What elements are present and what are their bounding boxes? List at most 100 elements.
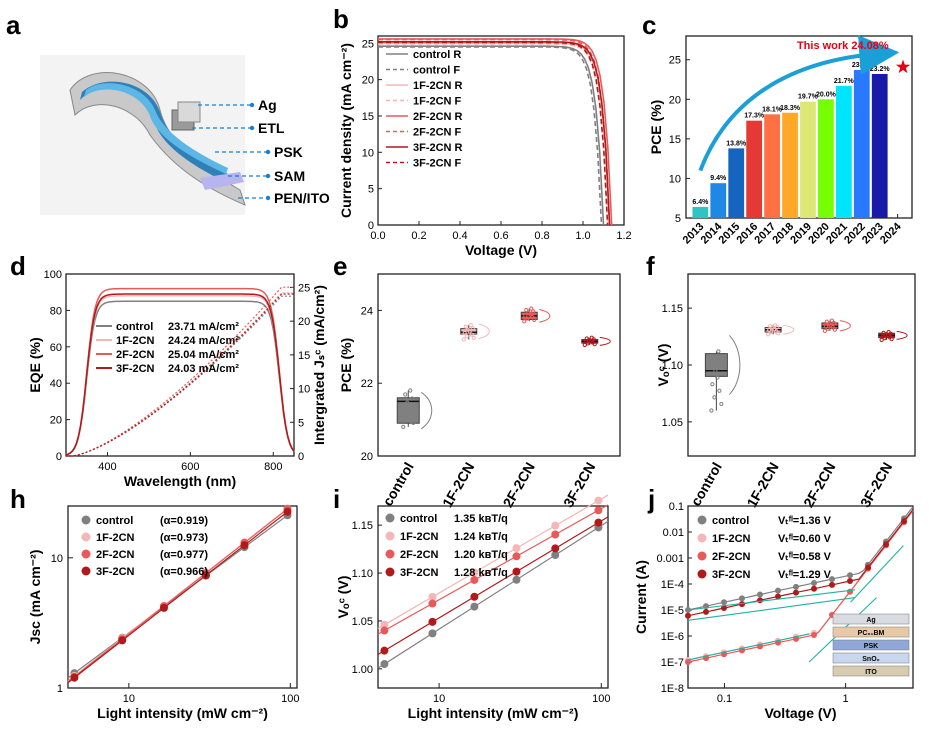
y-tick-label: 10: [51, 553, 63, 565]
data-point: [512, 575, 521, 584]
data-point: [769, 330, 774, 335]
device-illustration: Ag ETL PSK SAM PEN/ITO: [40, 55, 330, 215]
fit-line-control: [377, 520, 609, 669]
panel-label-d: d: [10, 251, 26, 281]
layer-label-pen-ito: PEN/ITO: [274, 190, 330, 206]
data-point: [380, 626, 389, 635]
y-tick-label: 40: [50, 378, 62, 390]
box-control: [704, 353, 728, 377]
data-point: [408, 388, 413, 393]
data-point: [470, 575, 479, 584]
etl-layer: [84, 83, 228, 174]
data-point: [428, 617, 437, 626]
eqe-chart: 400 600 800 0 20 40 60 80 100 0 5 10 15 20 25 Wavelengt…: [27, 269, 327, 489]
legend-alpha: (α=0.973): [160, 532, 208, 544]
data-point: [409, 412, 414, 417]
legend-label: control: [400, 513, 437, 525]
legend-label: 1F-2CN: [712, 533, 751, 545]
x-tick-label: 10: [433, 693, 445, 705]
pce-bar-2022: [853, 70, 870, 218]
data-point: [526, 310, 531, 315]
jv-curve-1F-2CN-F: [378, 43, 609, 226]
data-point: [551, 551, 560, 560]
pce-bar-2016: [746, 120, 763, 218]
density-curve: [896, 330, 908, 340]
pce-bar-2020: [818, 99, 834, 218]
y-tick-label: 100: [44, 269, 62, 281]
x-tick-label: 100: [592, 693, 610, 705]
x-axis-title: Light intensity (mW cm⁻²): [97, 705, 268, 721]
fit-line-1F-2CN: [377, 494, 609, 630]
eqe-curve-2F-2CN: [65, 287, 295, 456]
pce-plot-frame: [685, 35, 913, 219]
panel-label-b: b: [333, 4, 349, 34]
data-point: [410, 396, 415, 401]
data-point: [402, 408, 407, 413]
x-tick-label: control: [687, 460, 725, 509]
data-point: [512, 552, 521, 561]
legend-slope: 1.28 kʙT/q: [454, 567, 508, 579]
y-tick-label: 20: [361, 451, 373, 463]
device-layer-0: [832, 613, 910, 625]
data-point: [589, 335, 594, 340]
pce-bar-2019: [800, 101, 816, 218]
data-point: [717, 388, 722, 393]
y-tick-label: 1.05: [662, 417, 683, 429]
legend-slope: 1.24 kʙT/q: [454, 531, 508, 543]
layer-label-psk: PSK: [274, 144, 303, 160]
x-axis-title: Light intensity (mW cm⁻²): [408, 705, 579, 721]
x-tick-label: 2F-2CN: [499, 460, 537, 510]
jv-curve-chart: 0.0 0.2 0.4 0.6 0.8 1.0 1.2 0 5 10 15 20 25 Voltage (…: [338, 35, 632, 258]
device-layer-3: [832, 652, 910, 664]
data-point: [201, 571, 210, 580]
layer-label-etl: ETL: [258, 120, 285, 136]
legend-label: 2F-2CN: [116, 349, 155, 361]
data-point: [380, 660, 389, 669]
data-point: [471, 335, 476, 341]
data-point: [825, 326, 830, 331]
x-tick-label: 0.1: [717, 693, 732, 705]
x-tick-label: 0.6: [493, 230, 508, 242]
y-tick-label: 1E-8: [661, 683, 684, 695]
y2-tick-label: 15: [298, 350, 310, 362]
device-layer-2: [832, 639, 910, 651]
fit-line-3F-2CN: [67, 509, 291, 684]
y-tick-label: 15: [669, 134, 681, 146]
y-tick-label: 1E-5: [661, 605, 684, 617]
density-curve: [420, 391, 433, 430]
legend-marker: [385, 549, 395, 559]
device-layer-label: PSK: [864, 643, 878, 650]
y-tick-label: 10: [669, 173, 681, 185]
y-tick-label: 1E-7: [661, 657, 684, 669]
data-point: [428, 599, 437, 608]
legend-marker: [697, 533, 707, 543]
data-point: [883, 332, 888, 337]
box-plot-frame: [377, 273, 621, 457]
pce-bar-2013: [692, 206, 709, 218]
legend-label: control: [96, 515, 133, 527]
y2-tick-label: 5: [298, 417, 304, 429]
legend-label: control: [712, 515, 749, 527]
data-point: [407, 404, 412, 409]
x-axis-title: Voltage (V): [764, 705, 836, 721]
device-layer-4: [832, 665, 910, 677]
data-point: [530, 314, 535, 320]
data-point: [719, 401, 724, 407]
data-point: [887, 335, 892, 340]
device-layer-1: [832, 626, 910, 638]
legend-label: 1F-2CN: [116, 335, 155, 347]
legend-slope: 1.35 kʙT/q: [454, 513, 508, 525]
data-point: [464, 334, 469, 339]
legend-marker: [697, 551, 707, 561]
pce-bar-2014: [710, 183, 727, 218]
data-point: [830, 325, 835, 330]
y-tick-label: 1E-6: [661, 631, 684, 643]
data-point: [709, 408, 714, 413]
data-point: [512, 567, 521, 576]
data-point: [428, 629, 437, 638]
y2-tick-label: 10: [298, 384, 310, 396]
legend-marker: [81, 515, 91, 525]
y-tick-label: 1.10: [352, 568, 373, 580]
